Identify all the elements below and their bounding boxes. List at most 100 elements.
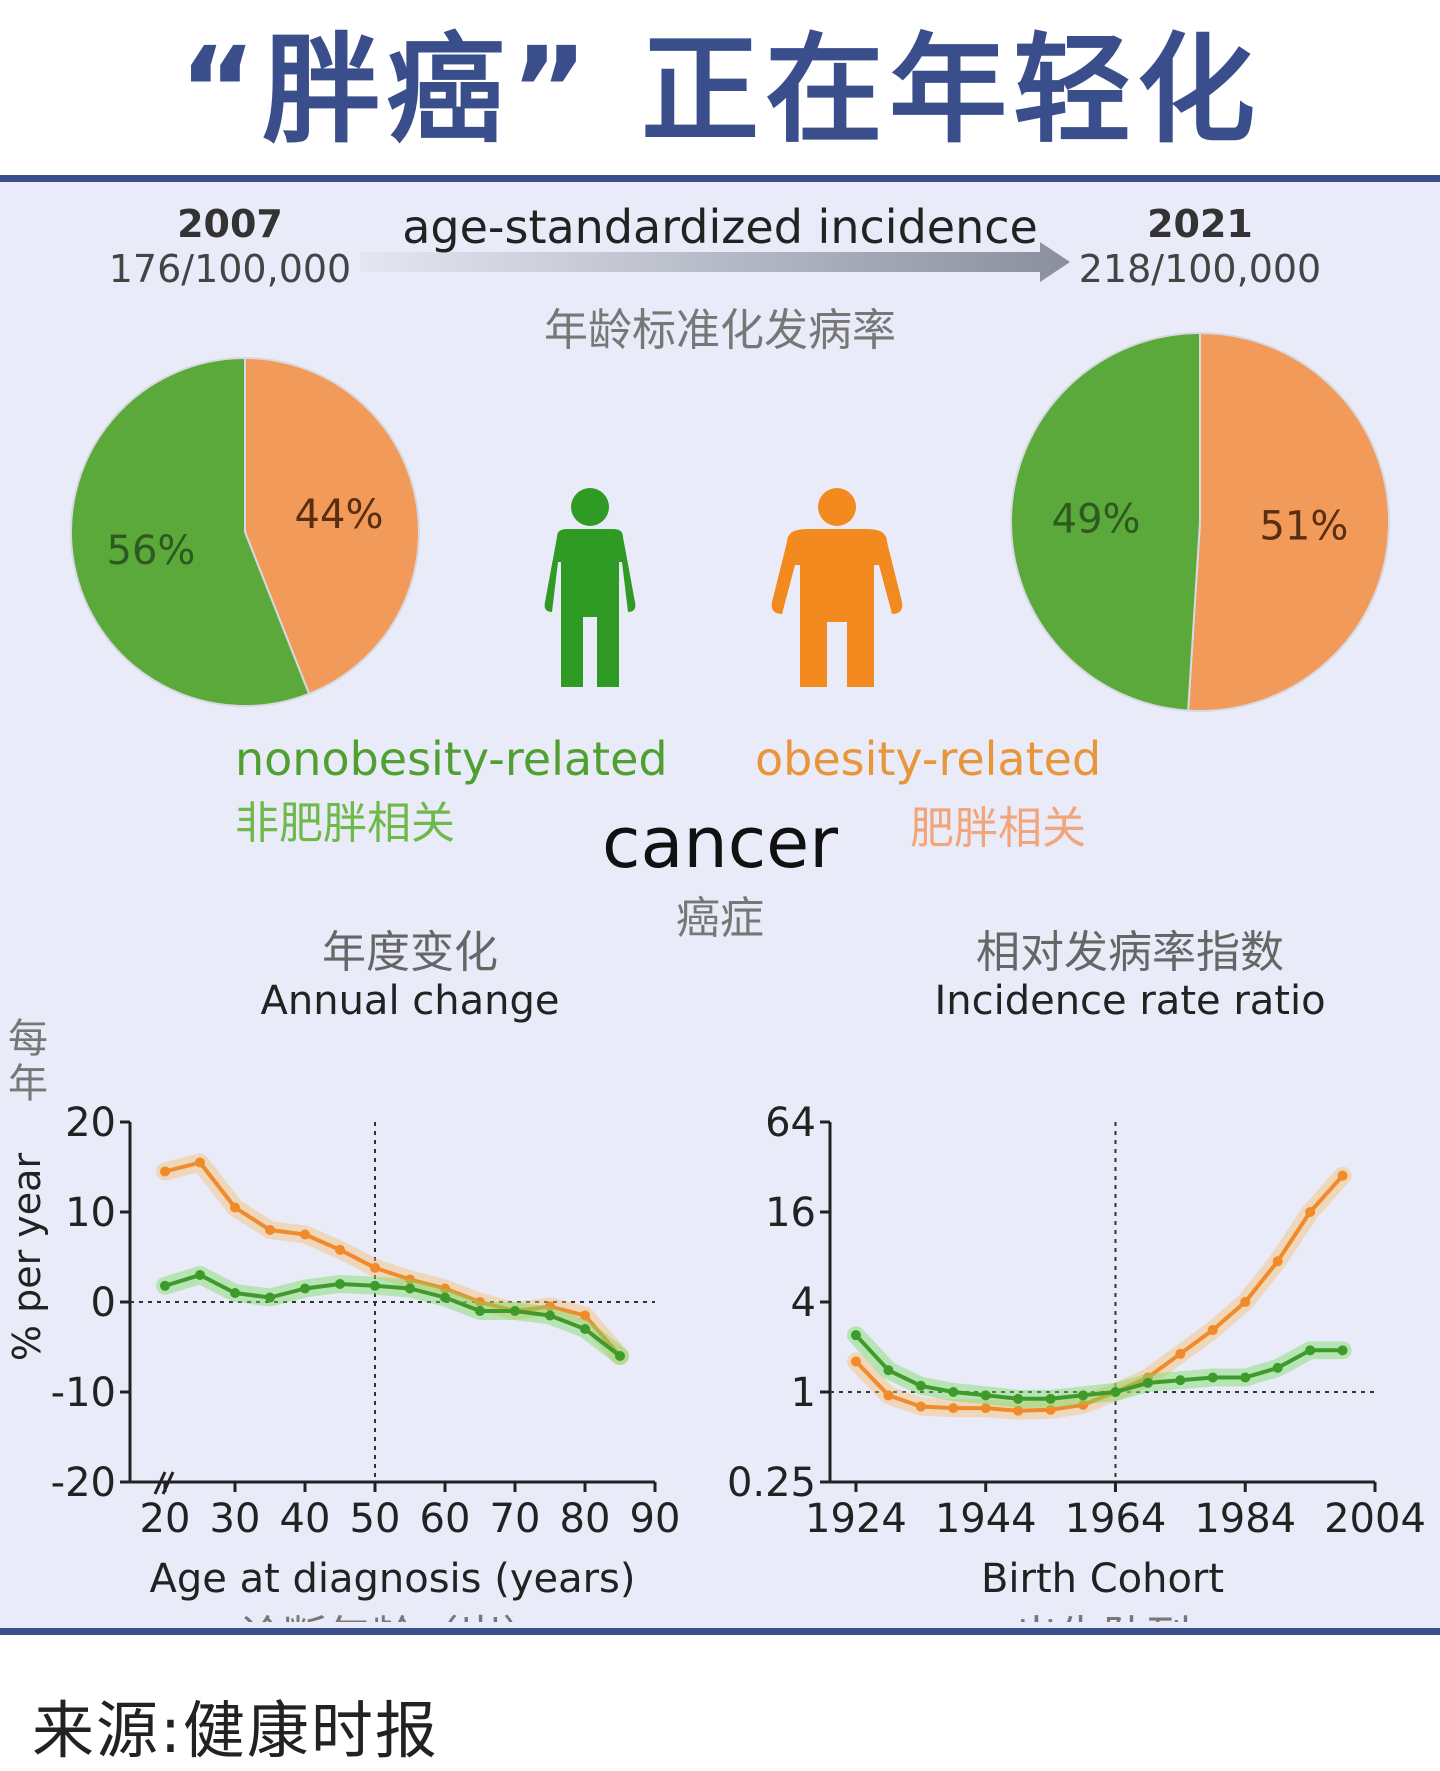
person-orange-icon	[771, 488, 903, 687]
data-point-obesityrelated	[1045, 1404, 1056, 1415]
legend-obesity: obesity-related	[755, 732, 1102, 786]
x-tick-label: 30	[210, 1496, 261, 1542]
data-point-nonobesityrelated	[160, 1280, 170, 1291]
y-tick-label: 20	[65, 1100, 116, 1146]
data-point-obesityrelated	[370, 1262, 380, 1273]
data-point-obesityrelated	[1175, 1348, 1186, 1359]
x-tick-label: 60	[420, 1496, 471, 1542]
legend-obesity-cn: 肥胖相关	[910, 803, 1086, 854]
pie-label-obesity: 44%	[295, 492, 384, 538]
data-point-nonobesityrelated	[1045, 1393, 1056, 1404]
data-point-nonobesityrelated	[1013, 1393, 1024, 1404]
data-point-nonobesityrelated	[545, 1310, 555, 1321]
series-band-obesityrelated	[156, 1153, 629, 1365]
x-tick-label: 1944	[935, 1496, 1037, 1542]
x-tick-label: 50	[350, 1496, 401, 1542]
legend-nonobesity: nonobesity-related	[235, 732, 668, 786]
chart-title-cn: 年度变化	[322, 927, 498, 978]
data-point-nonobesityrelated	[1272, 1362, 1283, 1373]
data-point-nonobesityrelated	[883, 1365, 894, 1376]
data-point-obesityrelated	[1207, 1324, 1218, 1335]
data-point-obesityrelated	[230, 1202, 240, 1213]
series-line-nonobesityrelated	[854, 1333, 1343, 1401]
y-tick-label: 16	[765, 1190, 816, 1236]
data-point-obesityrelated	[335, 1244, 345, 1255]
infographic-panel: 2007 176/100,000 2021 218/100,000 age-st…	[0, 175, 1440, 1635]
y-tick-label: -10	[51, 1370, 116, 1416]
y-tick-label: 64	[765, 1100, 816, 1146]
y-tick-label: 4	[791, 1280, 816, 1326]
data-point-nonobesityrelated	[335, 1279, 345, 1289]
y-tick-label: 0.25	[727, 1460, 816, 1506]
data-point-nonobesityrelated	[370, 1280, 380, 1291]
arrow-label-cn: 年龄标准化发病率	[544, 305, 896, 356]
series-line-nonobesityrelated	[164, 1273, 622, 1358]
x-tick-label: 1964	[1065, 1496, 1167, 1542]
data-point-obesityrelated	[1337, 1170, 1348, 1181]
page-title: “胖癌” 正在年轻化	[178, 21, 1262, 159]
series-line-obesityrelated	[164, 1160, 622, 1358]
data-point-obesityrelated	[980, 1403, 991, 1414]
data-point-nonobesityrelated	[1337, 1345, 1348, 1356]
y-axis-label-cn: 年	[8, 1061, 48, 1107]
pie-slice-obesity	[1187, 331, 1391, 712]
year-2007: 2007	[177, 202, 283, 246]
x-tick-label: 80	[560, 1496, 611, 1542]
data-point-obesityrelated	[545, 1301, 555, 1312]
year-2021: 2021	[1147, 202, 1253, 246]
data-point-obesityrelated	[160, 1166, 170, 1177]
data-point-nonobesityrelated	[580, 1324, 590, 1334]
pie-label-obesity: 51%	[1259, 503, 1348, 549]
data-point-nonobesityrelated	[980, 1390, 991, 1401]
data-point-nonobesityrelated	[475, 1306, 485, 1316]
legend-cancer: cancer	[601, 802, 839, 884]
data-point-obesityrelated	[850, 1356, 861, 1367]
data-point-nonobesityrelated	[195, 1270, 205, 1280]
x-tick-label: 70	[490, 1496, 541, 1542]
x-axis-label-cn: 出生队列	[1015, 1612, 1191, 1622]
data-point-obesityrelated	[405, 1274, 415, 1285]
data-point-nonobesityrelated	[915, 1380, 926, 1391]
y-tick-label: 0	[91, 1280, 116, 1326]
x-axis-label-cn: 诊断年龄（岁）	[239, 1612, 547, 1622]
rate-2007: 176/100,000	[108, 247, 352, 291]
data-point-nonobesityrelated	[1175, 1375, 1186, 1386]
arrow-icon	[360, 242, 1070, 282]
data-point-obesityrelated	[265, 1225, 275, 1235]
x-tick-label: 90	[630, 1496, 681, 1542]
data-point-nonobesityrelated	[1207, 1372, 1218, 1383]
x-tick-label: 40	[280, 1496, 331, 1542]
data-point-nonobesityrelated	[510, 1306, 520, 1316]
data-point-obesityrelated	[440, 1283, 450, 1294]
pie-chart-2021: 51% 49%	[1010, 331, 1391, 712]
data-point-nonobesityrelated	[230, 1288, 240, 1298]
arrow-label: age-standardized incidence	[402, 200, 1038, 254]
data-point-obesityrelated	[195, 1157, 205, 1168]
chart-title-cn: 相对发病率指数	[976, 927, 1284, 978]
data-point-nonobesityrelated	[615, 1351, 625, 1361]
x-axis-label: Birth Cohort	[981, 1556, 1224, 1602]
data-point-nonobesityrelated	[1305, 1345, 1316, 1356]
data-point-obesityrelated	[1272, 1256, 1283, 1267]
rate-2021: 218/100,000	[1078, 247, 1322, 291]
legend-nonobesity-cn: 非肥胖相关	[235, 798, 455, 849]
data-point-obesityrelated	[1240, 1297, 1251, 1307]
data-point-nonobesityrelated	[1110, 1387, 1121, 1397]
y-axis-label: % per year	[5, 1153, 49, 1362]
data-point-obesityrelated	[300, 1229, 310, 1240]
data-point-obesityrelated	[1305, 1207, 1316, 1217]
x-tick-label: 1924	[805, 1496, 907, 1542]
data-point-nonobesityrelated	[405, 1283, 415, 1294]
chart-title: Annual change	[261, 978, 560, 1024]
data-point-nonobesityrelated	[1142, 1377, 1153, 1388]
pie-chart-2007: 44% 56%	[70, 356, 420, 707]
pie-slice-nonobesity	[70, 356, 311, 707]
series-line-obesityrelated	[854, 1174, 1345, 1413]
x-tick-label: 1984	[1194, 1496, 1296, 1542]
axis-break-mark	[153, 1471, 167, 1495]
data-point-obesityrelated	[1013, 1405, 1024, 1416]
data-point-nonobesityrelated	[850, 1330, 861, 1341]
pie-label-nonobesity: 49%	[1052, 497, 1141, 543]
pie-label-nonobesity: 56%	[107, 528, 196, 574]
